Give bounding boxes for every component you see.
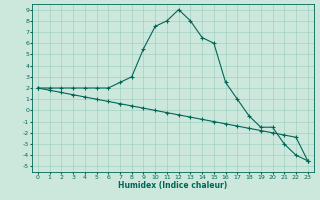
X-axis label: Humidex (Indice chaleur): Humidex (Indice chaleur) — [118, 181, 228, 190]
